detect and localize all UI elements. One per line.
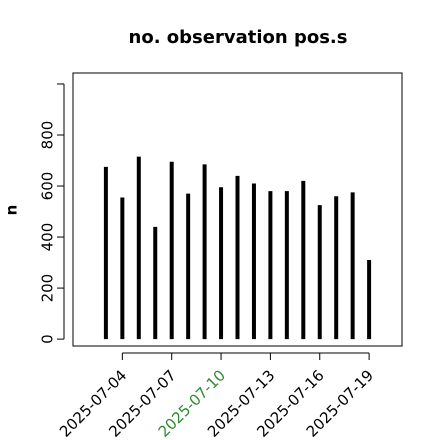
y-axis-label: n	[3, 205, 21, 216]
y-tick-label: 400	[39, 223, 57, 252]
y-tick-label: 0	[39, 334, 57, 344]
chart-title: no. observation pos.s	[129, 27, 348, 48]
y-tick-label: 600	[39, 172, 57, 201]
plot-box	[72, 72, 403, 347]
y-tick-label: 200	[39, 274, 57, 303]
y-tick-label: 800	[39, 121, 57, 150]
